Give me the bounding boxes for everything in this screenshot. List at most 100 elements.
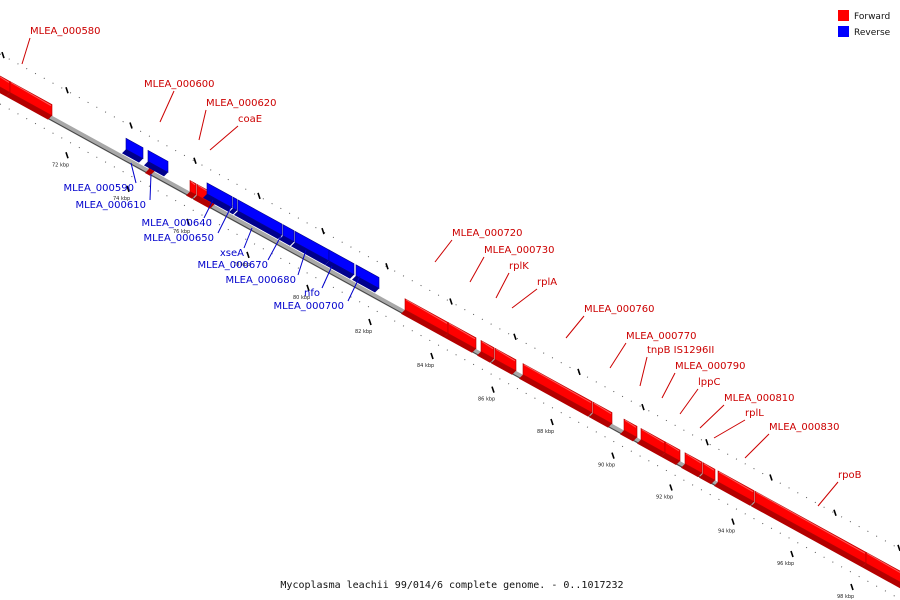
label-mlea-000580-leader [22,38,30,64]
tick-label: 98 kbp [837,594,854,600]
label-lppc-leader [680,389,698,414]
label-lppc: lppC [698,377,720,388]
upper-guide-mark [642,404,644,410]
label-coae: coaE [238,114,262,125]
label-mlea-000580: MLEA_000580 [30,26,101,37]
label-mlea-000720-leader [435,240,452,262]
tick-label: 72 kbp [52,162,69,168]
label-xsea: xseA [220,248,244,259]
label-mlea-000760: MLEA_000760 [584,304,655,315]
label-mlea-000790: MLEA_000790 [675,361,746,372]
label-tnpb: tnpB IS1296II [647,345,714,356]
tick-label: 92 kbp [656,495,673,501]
tick-mark [551,419,553,425]
label-mlea-000700: MLEA_000700 [273,301,344,312]
upper-guide-line [0,54,900,549]
label-mlea-000670: MLEA_000670 [197,260,268,271]
gene-mlea-000760[interactable] [519,364,592,417]
upper-guide-mark [130,123,132,129]
label-tnpb-leader [640,357,647,386]
tick-mark [851,584,853,590]
legend-swatch-forward [838,10,849,21]
tick-label: 90 kbp [598,463,615,469]
legend-label-forward: Forward [854,12,890,22]
genome-map-canvas: 72 kbp74 kbp76 kbp78 kbp80 kbp82 kbp84 k… [0,0,900,600]
gene-rpob[interactable] [751,491,866,567]
label-mlea-000830: MLEA_000830 [769,422,840,433]
label-mlea-000810-leader [700,405,724,428]
genome-map: 72 kbp 74 kbp 76 kbp 78 kbp 80 kbp 82 kbp 84 k… [0,0,900,600]
gene-mlea-000830[interactable] [714,471,754,506]
gene-mlea-000720[interactable] [401,299,448,338]
tick-mark [670,485,672,491]
upper-guide-mark [194,158,196,164]
label-mlea-000830-leader [745,434,769,458]
label-mlea-000770-leader [610,343,626,368]
tick-label: 88 kbp [537,429,554,435]
label-mlea-000790-leader [662,373,675,398]
upper-guide-mark [2,52,4,58]
label-rpla-leader [512,289,537,308]
upper-guide-mark [66,87,68,93]
label-mlea-000600-leader [160,91,174,122]
tick-mark [431,353,433,359]
upper-guide-mark [578,369,580,375]
gene-mlea-000730[interactable] [444,322,476,352]
label-mlea-000620-leader [199,110,206,140]
gene-mlea-000770[interactable] [589,402,612,427]
gene-mlea-000810[interactable] [681,453,702,477]
label-mlea-000620: MLEA_000620 [206,98,277,109]
upper-guide-mark [322,228,324,234]
tick-label: 84 kbp [417,363,434,369]
label-mlea-000650: MLEA_000650 [143,233,214,244]
legend-swatch-reverse [838,26,849,37]
label-mlea-000730-leader [470,257,484,282]
legend-label-reverse: Reverse [854,28,891,38]
gene-next[interactable] [862,552,900,588]
gene-mlea-000580[interactable] [6,82,52,120]
upper-guide-mark [514,334,516,340]
tick-mark [369,319,371,325]
upper-guide-mark [258,193,260,199]
tick-mark [612,453,614,459]
label-xsea-leader [244,228,252,248]
genome-caption: Mycoplasma leachii 99/014/6 complete gen… [280,580,623,591]
tick-label: 86 kbp [478,397,495,403]
upper-guide-mark [706,439,708,445]
label-mlea-000770: MLEA_000770 [626,331,697,342]
tick-mark [732,519,734,525]
gene-mlea-000790[interactable] [637,429,665,457]
label-rpob: rpoB [838,470,862,481]
label-rpll: rplL [745,408,764,419]
label-mlea-000610: MLEA_000610 [75,200,146,211]
upper-guide-mark [770,475,772,481]
tick-mark [492,387,494,393]
label-mlea-000590: MLEA_000590 [63,183,134,194]
label-rplk: rplK [509,261,529,272]
upper-guide-mark [450,299,452,305]
tick-label: 96 kbp [777,561,794,567]
tick-mark [66,152,68,158]
label-mlea-000600: MLEA_000600 [144,79,215,90]
label-rplk-leader [496,273,509,298]
tick-label: 82 kbp [355,329,372,335]
label-rpla: rplA [537,277,557,288]
label-mlea-000810: MLEA_000810 [724,393,795,404]
label-mlea-000610-leader [150,174,151,200]
label-mlea-000680: MLEA_000680 [225,275,296,286]
label-rpll-leader [714,420,745,438]
label-mlea-000760-leader [566,316,584,338]
tick-mark [247,252,249,258]
tick-mark [791,551,793,557]
label-mlea-000720: MLEA_000720 [452,228,523,239]
label-rpob-leader [818,482,838,506]
label-mlea-000640: MLEA_000640 [141,218,212,229]
gene-mlea-000580-a[interactable] [0,73,10,96]
gene-mlea-000620[interactable] [186,181,196,199]
upper-guide-mark [834,510,836,516]
tick-label: 94 kbp [718,529,735,535]
label-nfo: nfo [304,288,320,299]
gene-rpla[interactable] [491,348,516,375]
label-coae-leader [210,126,238,150]
upper-guide-mark [386,263,388,269]
